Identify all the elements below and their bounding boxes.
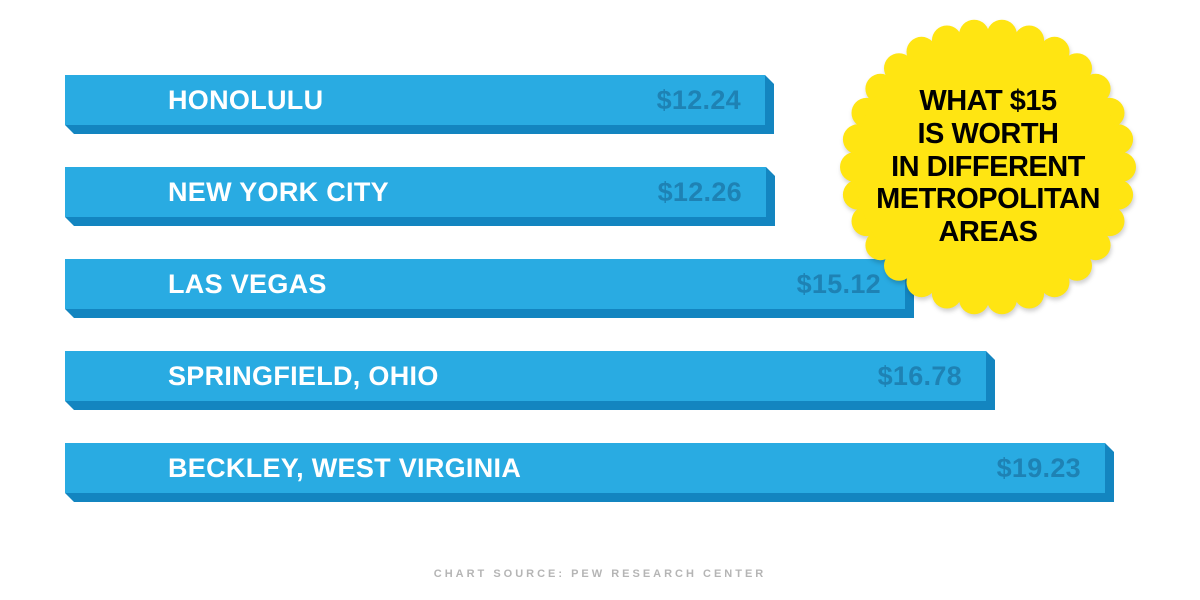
title-badge: WHAT $15 IS WORTH IN DIFFERENT METROPOLITAN…: [838, 12, 1138, 322]
bar-value-label: $16.78: [877, 360, 962, 391]
bar-category-label: SPRINGFIELD, OHIO: [168, 360, 439, 391]
bar-face: NEW YORK CITY $12.26: [65, 167, 766, 217]
chart-title: WHAT $15 IS WORTH IN DIFFERENT METROPOLITAN…: [838, 12, 1138, 322]
bar-face: BECKLEY, WEST VIRGINIA $19.23: [65, 443, 1105, 493]
bar-row: NEW YORK CITY $12.26: [65, 167, 775, 226]
bar-category-label: LAS VEGAS: [168, 268, 327, 299]
bar-row: LAS VEGAS $15.12: [65, 259, 914, 318]
bar-value-label: $12.26: [657, 176, 742, 207]
badge-title-line: WHAT $15: [919, 85, 1057, 118]
badge-title-line: IS WORTH: [917, 117, 1060, 150]
badge-title-line: METROPOLITAN: [876, 183, 1100, 216]
bar-row: BECKLEY, WEST VIRGINIA $19.23: [65, 443, 1114, 502]
bar-face: LAS VEGAS $15.12: [65, 259, 905, 309]
bar-row: HONOLULU $12.24: [65, 75, 774, 134]
bar-face: HONOLULU $12.24: [65, 75, 765, 125]
bar-category-label: BECKLEY, WEST VIRGINIA: [168, 452, 522, 483]
bar-category-label: NEW YORK CITY: [168, 176, 389, 207]
bar-chart: HONOLULU $12.24 NEW YORK CITY $12.26 LAS VEG…: [65, 75, 1114, 535]
bar-face: SPRINGFIELD, OHIO $16.78: [65, 351, 986, 401]
bar-category-label: HONOLULU: [168, 84, 324, 115]
badge-title-line: AREAS: [938, 216, 1038, 249]
bar-value-label: $19.23: [996, 452, 1081, 483]
source-caption: CHART SOURCE: PEW RESEARCH CENTER: [433, 568, 767, 580]
bar-row: SPRINGFIELD, OHIO $16.78: [65, 351, 995, 410]
bar-value-label: $12.24: [656, 84, 741, 115]
badge-title-line: IN DIFFERENT: [891, 150, 1085, 183]
bar-value-label: $15.12: [796, 268, 881, 299]
